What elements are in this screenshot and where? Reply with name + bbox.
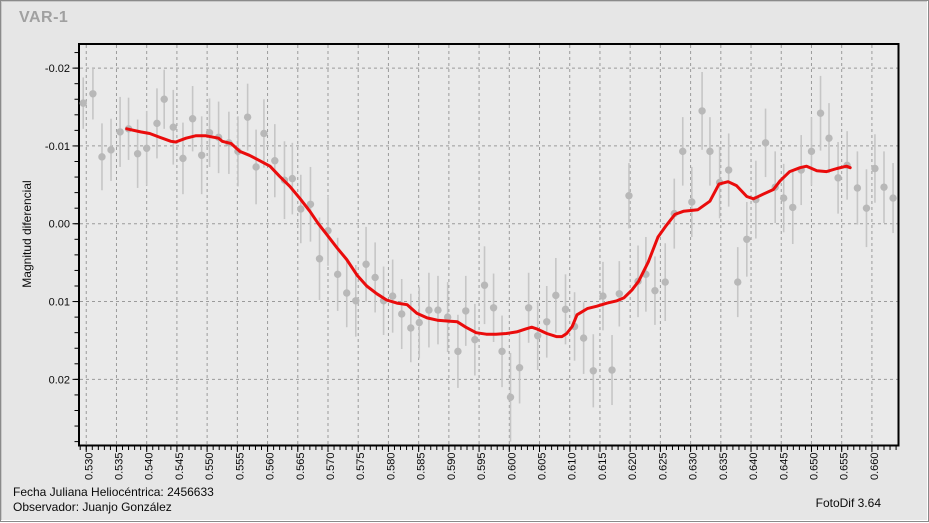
svg-text:0.605: 0.605 bbox=[537, 453, 549, 481]
svg-text:0.660: 0.660 bbox=[869, 453, 881, 481]
hjd-line: Fecha Juliana Heliocéntrica: 2456633 bbox=[13, 485, 214, 500]
svg-text:0.00: 0.00 bbox=[49, 219, 70, 231]
svg-text:0.555: 0.555 bbox=[234, 453, 246, 481]
footer-info: Fecha Juliana Heliocéntrica: 2456633 Obs… bbox=[13, 485, 214, 515]
svg-text:0.585: 0.585 bbox=[416, 453, 428, 481]
svg-text:0.565: 0.565 bbox=[295, 453, 307, 481]
trend-line bbox=[125, 127, 852, 339]
svg-text:-0.02: -0.02 bbox=[45, 63, 70, 75]
svg-text:0.540: 0.540 bbox=[144, 453, 156, 481]
svg-text:0.575: 0.575 bbox=[355, 453, 367, 481]
svg-text:0.580: 0.580 bbox=[385, 453, 397, 481]
svg-text:0.545: 0.545 bbox=[174, 453, 186, 481]
app-version: FotoDif 3.64 bbox=[815, 496, 881, 510]
svg-text:0.620: 0.620 bbox=[627, 453, 639, 481]
svg-text:0.640: 0.640 bbox=[748, 453, 760, 481]
hjd-label: Fecha Juliana Heliocéntrica: bbox=[13, 485, 164, 499]
svg-text:0.645: 0.645 bbox=[778, 453, 790, 481]
axis-ticks bbox=[72, 52, 897, 452]
observer-line: Observador: Juanjo González bbox=[13, 500, 214, 515]
y-axis-label: Magnitud diferencial bbox=[20, 180, 34, 287]
observer-value: Juanjo González bbox=[82, 500, 172, 514]
chart-title: VAR-1 bbox=[19, 9, 69, 26]
svg-text:0.01: 0.01 bbox=[49, 297, 70, 309]
svg-text:0.650: 0.650 bbox=[808, 453, 820, 481]
svg-text:-0.01: -0.01 bbox=[45, 141, 70, 153]
hjd-value: 2456633 bbox=[167, 485, 214, 499]
svg-text:0.535: 0.535 bbox=[113, 453, 125, 481]
svg-text:0.560: 0.560 bbox=[265, 453, 277, 481]
svg-text:0.570: 0.570 bbox=[325, 453, 337, 481]
svg-text:0.615: 0.615 bbox=[597, 453, 609, 481]
svg-text:0.630: 0.630 bbox=[688, 453, 700, 481]
y-tick-labels: -0.02 -0.01 0.00 0.01 0.02 bbox=[45, 63, 70, 386]
observer-label: Observador: bbox=[13, 500, 80, 514]
svg-text:0.635: 0.635 bbox=[718, 453, 730, 481]
plot-frame bbox=[78, 43, 900, 447]
svg-text:0.550: 0.550 bbox=[204, 453, 216, 481]
x-tick-labels: 0.530 0.535 0.540 0.545 0.550 0.555 0.560 0.565… bbox=[83, 453, 881, 481]
gridlines bbox=[80, 45, 898, 445]
svg-text:0.530: 0.530 bbox=[83, 453, 95, 481]
svg-text:0.625: 0.625 bbox=[657, 453, 669, 481]
svg-text:0.595: 0.595 bbox=[476, 453, 488, 481]
svg-text:0.590: 0.590 bbox=[446, 453, 458, 481]
plot-background bbox=[79, 44, 899, 446]
svg-text:0.600: 0.600 bbox=[506, 453, 518, 481]
svg-text:0.655: 0.655 bbox=[839, 453, 851, 481]
svg-text:0.02: 0.02 bbox=[49, 374, 70, 386]
svg-text:0.610: 0.610 bbox=[567, 453, 579, 481]
